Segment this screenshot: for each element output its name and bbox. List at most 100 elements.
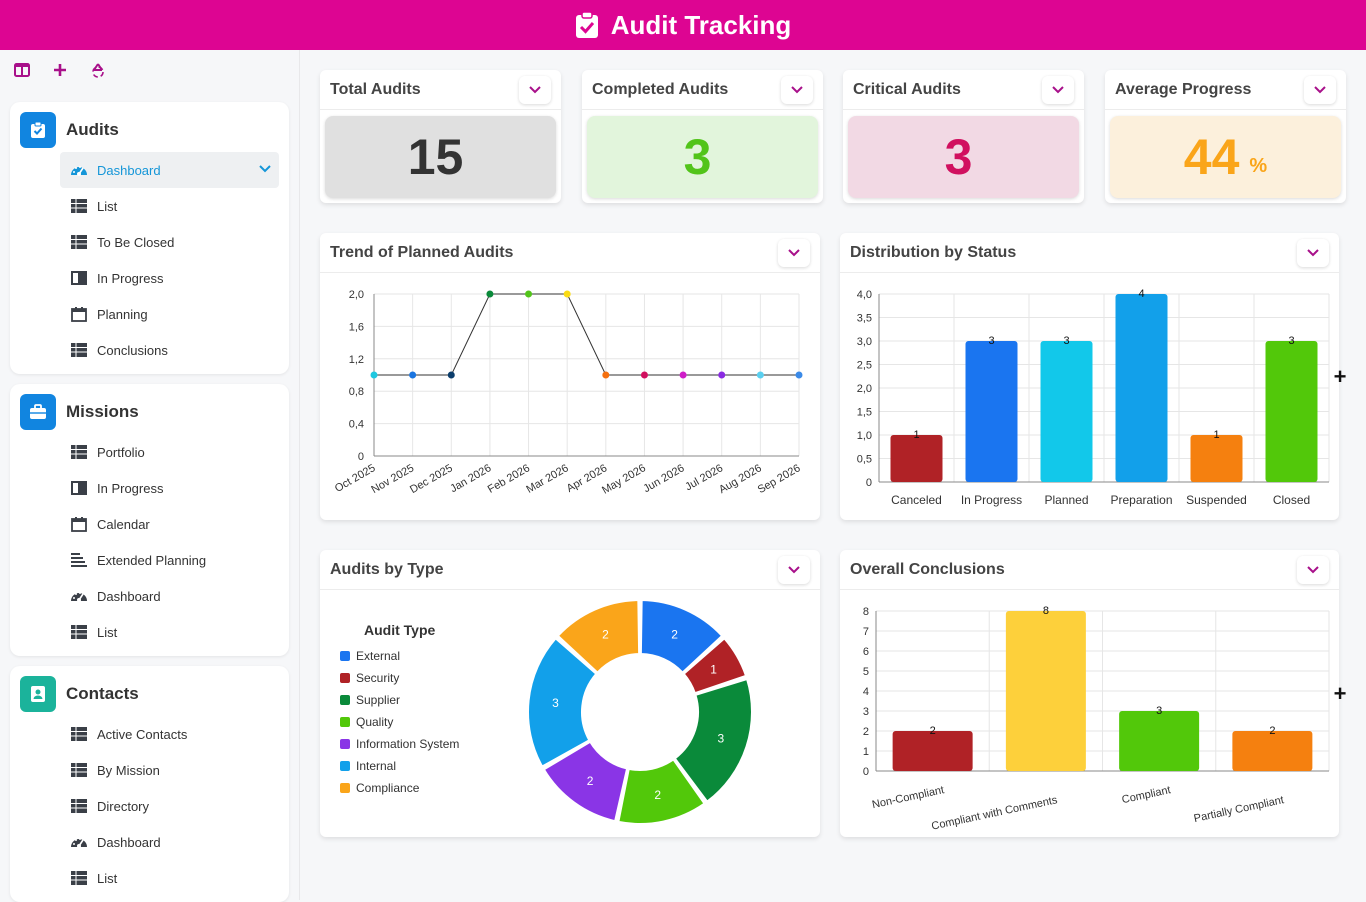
sidebar-item-by-mission[interactable]: By Mission bbox=[10, 752, 289, 788]
status-card: Distribution by Status 4,0 3,5 3,0 2,5 2,0 1,… bbox=[840, 233, 1339, 520]
data-point bbox=[718, 371, 726, 379]
sidebar-item-list[interactable]: List bbox=[10, 860, 289, 896]
app-title: Audit Tracking bbox=[610, 9, 792, 40]
sidebar-item-list[interactable]: List bbox=[10, 188, 289, 224]
kpi-unit: % bbox=[1249, 154, 1268, 177]
sidebar-item-dashboard[interactable]: Dashboard bbox=[10, 578, 289, 614]
bar bbox=[1115, 294, 1168, 482]
bar bbox=[1232, 731, 1313, 771]
nav-group-header[interactable]: Contacts bbox=[10, 674, 289, 714]
chevron-down-icon bbox=[1052, 85, 1064, 93]
slice-value-label: 3 bbox=[552, 696, 559, 710]
columns-icon[interactable] bbox=[12, 60, 32, 80]
chevron-down-icon bbox=[1307, 565, 1319, 573]
recycle-icon[interactable] bbox=[88, 60, 108, 80]
kpi-menu-button[interactable] bbox=[781, 75, 813, 104]
dashboard-icon bbox=[70, 833, 88, 851]
sidebar-item-label: Directory bbox=[97, 798, 150, 814]
sidebar-item-label: List bbox=[97, 198, 118, 214]
bar-value-label: 4 bbox=[1138, 288, 1144, 300]
table-icon bbox=[70, 443, 88, 461]
sidebar-item-extended-planning[interactable]: Extended Planning bbox=[10, 542, 289, 578]
sidebar-item-label: Extended Planning bbox=[97, 552, 207, 568]
y-tick-label: 7 bbox=[863, 626, 869, 638]
table-icon bbox=[70, 761, 88, 779]
kpi-card: Total Audits 15 bbox=[320, 70, 561, 203]
legend-swatch bbox=[340, 651, 350, 661]
trend-menu-button[interactable] bbox=[778, 238, 810, 267]
kpi-menu-button[interactable] bbox=[1304, 75, 1336, 104]
x-tick-label: May 2026 bbox=[600, 462, 648, 497]
sidebar-item-portfolio[interactable]: Portfolio bbox=[10, 434, 289, 470]
sidebar: Audits Dashboard List To Be Closed In Progre… bbox=[0, 50, 300, 902]
kpi-value-box: 3 bbox=[587, 116, 818, 198]
chevron-down-icon[interactable] bbox=[259, 161, 271, 176]
x-tick-label: Jan 2026 bbox=[448, 462, 493, 495]
sidebar-item-to-be-closed[interactable]: To Be Closed bbox=[10, 224, 289, 260]
bar bbox=[892, 731, 973, 771]
x-tick-label: Mar 2026 bbox=[524, 462, 570, 496]
x-tick-label: Jun 2026 bbox=[641, 462, 686, 495]
chevron-down-icon bbox=[788, 565, 800, 573]
bar bbox=[1190, 435, 1243, 482]
kpi-menu-button[interactable] bbox=[519, 75, 551, 104]
x-tick-label: Sep 2026 bbox=[756, 462, 803, 496]
nav-group-header[interactable]: Audits bbox=[10, 110, 289, 150]
sidebar-item-label: Active Contacts bbox=[97, 726, 188, 742]
sidebar-item-label: In Progress bbox=[97, 270, 164, 286]
pie-slice bbox=[556, 598, 641, 674]
data-point bbox=[525, 290, 533, 298]
sidebar-item-in-progress[interactable]: In Progress bbox=[10, 260, 289, 296]
bar-value-label: 3 bbox=[1288, 335, 1294, 347]
pie-slice bbox=[639, 598, 724, 674]
sidebar-item-planning[interactable]: Planning bbox=[10, 296, 289, 332]
x-tick-label: Canceled bbox=[891, 493, 942, 507]
sidebar-item-dashboard[interactable]: Dashboard bbox=[10, 824, 289, 860]
clipboard-icon bbox=[20, 112, 56, 148]
nav-group-title: Missions bbox=[66, 402, 139, 421]
expand-plus-button[interactable]: + bbox=[1333, 681, 1347, 706]
pie-slice bbox=[542, 740, 629, 823]
sidebar-item-conclusions[interactable]: Conclusions bbox=[10, 332, 289, 368]
legend-swatch bbox=[340, 761, 350, 771]
conclusions-title: Overall Conclusions bbox=[850, 560, 1005, 578]
kpi-value-box: 15 bbox=[325, 116, 556, 198]
bar-value-label: 3 bbox=[988, 335, 994, 347]
slice-value-label: 1 bbox=[710, 663, 717, 677]
sidebar-item-label: Dashboard bbox=[97, 162, 161, 178]
briefcase-icon bbox=[20, 394, 56, 430]
data-point bbox=[486, 290, 494, 298]
kpi-card: Average Progress 44 % bbox=[1105, 70, 1346, 203]
y-tick-label: 4,0 bbox=[857, 289, 872, 301]
sidebar-item-directory[interactable]: Directory bbox=[10, 788, 289, 824]
sidebar-item-dashboard[interactable]: Dashboard bbox=[60, 152, 279, 188]
y-tick-label: 0 bbox=[863, 766, 869, 778]
x-tick-label: Closed bbox=[1273, 493, 1310, 507]
dashboard-icon bbox=[70, 587, 88, 605]
y-tick-label: 3,0 bbox=[857, 336, 872, 348]
data-point bbox=[409, 371, 417, 379]
slice-value-label: 2 bbox=[587, 774, 594, 788]
table-icon bbox=[70, 869, 88, 887]
data-point bbox=[370, 371, 378, 379]
slice-value-label: 2 bbox=[654, 788, 661, 802]
sidebar-item-in-progress[interactable]: In Progress bbox=[10, 470, 289, 506]
conclusions-menu-button[interactable] bbox=[1297, 555, 1329, 584]
chevron-down-icon bbox=[1307, 248, 1319, 256]
trend-title: Trend of Planned Audits bbox=[330, 243, 514, 261]
sidebar-item-active-contacts[interactable]: Active Contacts bbox=[10, 716, 289, 752]
bar-value-label: 1 bbox=[1213, 429, 1219, 441]
type-menu-button[interactable] bbox=[778, 555, 810, 584]
type-chart: Audit Type External Security Supplier Qualit… bbox=[340, 598, 753, 825]
y-tick-label: 5 bbox=[863, 666, 869, 678]
status-menu-button[interactable] bbox=[1297, 238, 1329, 267]
kpi-menu-button[interactable] bbox=[1042, 75, 1074, 104]
chevron-down-icon bbox=[788, 248, 800, 256]
bar-value-label: 8 bbox=[1043, 605, 1049, 617]
expand-plus-button[interactable]: + bbox=[1333, 364, 1347, 389]
sidebar-item-list[interactable]: List bbox=[10, 614, 289, 650]
plus-icon[interactable] bbox=[50, 60, 70, 80]
sidebar-item-calendar[interactable]: Calendar bbox=[10, 506, 289, 542]
nav-group-header[interactable]: Missions bbox=[10, 392, 289, 432]
chevron-down-icon bbox=[1314, 85, 1326, 93]
